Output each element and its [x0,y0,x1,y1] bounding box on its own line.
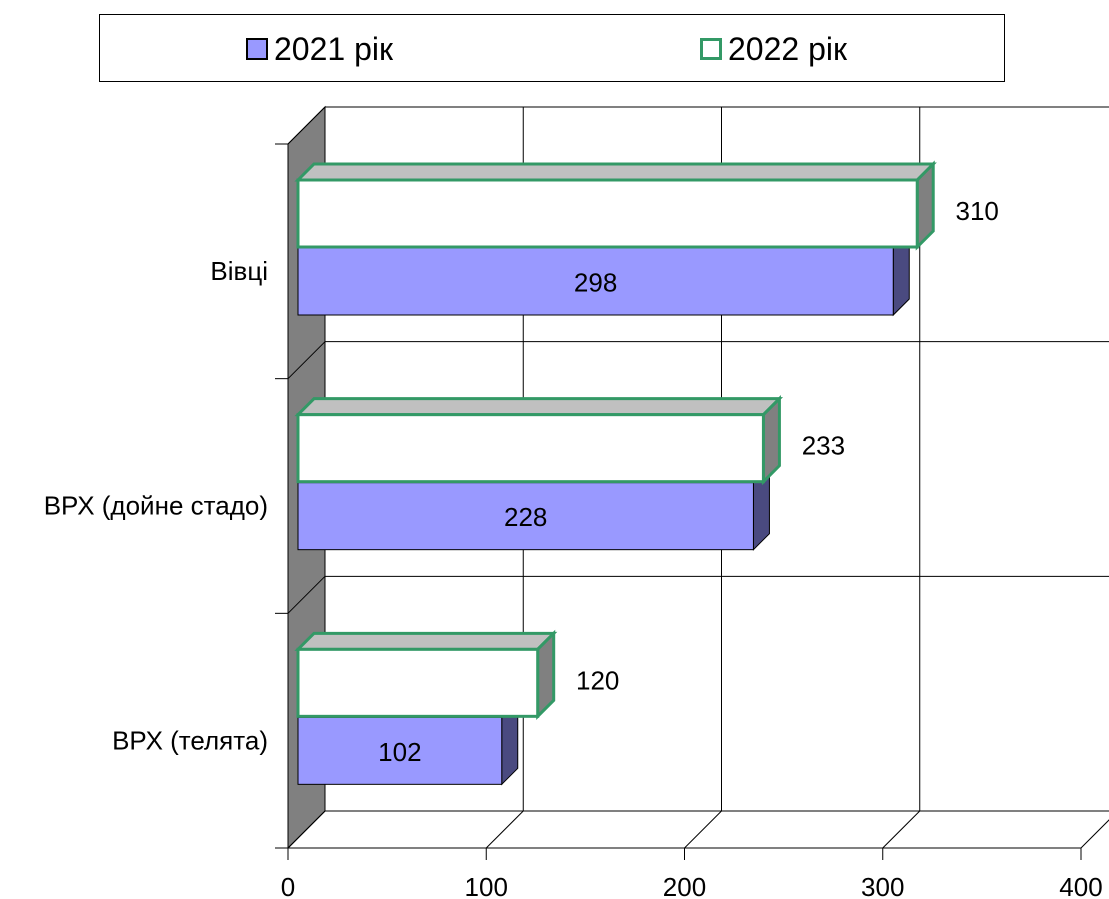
wall-gridline [287,106,326,145]
floor-gridline [485,810,524,849]
x-tick-label: 0 [281,872,295,899]
category-label: Вівці [210,256,268,286]
bar-2022-top [294,397,784,417]
wall-gridline [287,341,326,380]
bar-2021-value-label: 102 [378,737,421,767]
x-tick-label: 200 [663,872,706,899]
legend-item-2021: 2021 рік [246,15,393,83]
wall-gridline [287,575,326,614]
legend-label-2021: 2021 рік [274,30,393,67]
bar-2022-value-label: 233 [802,431,845,461]
bar-2021 [297,716,503,785]
floor-gridline [882,810,921,849]
bar-2022 [296,647,540,718]
legend-swatch-2022 [700,38,722,60]
bar-2022 [296,413,765,484]
bar-2021-value-label: 228 [504,502,547,532]
legend-label-2022: 2022 рік [728,30,847,67]
bar-2022-value-label: 310 [956,196,999,226]
bar-2022-value-label: 120 [576,665,619,695]
bar-2022 [296,178,919,249]
bar-2022-side [536,629,556,720]
bar-2022-top [294,162,937,182]
category-label: ВРХ (телята) [112,725,268,755]
floor-gridline [1080,819,1109,849]
bar-2022-side [915,160,935,251]
floor-gridline [684,810,722,849]
category-label: ВРХ (дойне стадо) [44,491,268,521]
bar-2021-value-label: 298 [574,268,617,298]
legend-swatch-2021 [246,38,268,60]
x-tick-label: 400 [1059,872,1102,899]
wall-gridline [287,810,326,849]
x-tick-label: 100 [465,872,508,899]
legend: 2021 рік 2022 рік [99,14,1005,82]
bar-2022-top [294,631,558,651]
bar-2022-side [761,395,781,486]
bar-2021 [297,247,894,316]
x-tick-label: 300 [861,872,904,899]
legend-item-2022: 2022 рік [700,15,847,83]
bar-2021 [297,482,754,551]
